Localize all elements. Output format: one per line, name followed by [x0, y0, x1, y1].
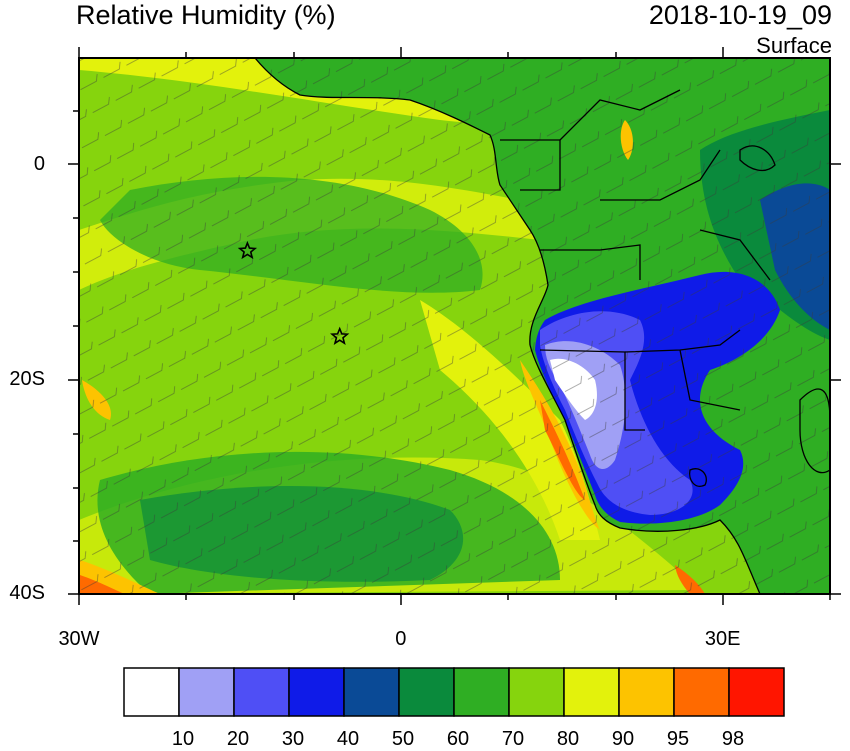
colorbar — [123, 667, 785, 717]
colorbar-label: 90 — [611, 728, 635, 750]
star-marker-icon — [330, 326, 350, 345]
colorbar-swatch — [618, 667, 675, 717]
colorbar-label: 95 — [666, 728, 690, 750]
colorbar-label: 10 — [171, 728, 195, 750]
humidity-field — [79, 58, 830, 594]
map-title: Relative Humidity (%) — [76, 0, 336, 30]
colorbar-label: 70 — [501, 728, 525, 750]
colorbar-swatch — [728, 667, 785, 717]
colorbar-swatch — [123, 667, 180, 717]
colorbar-swatch — [508, 667, 565, 717]
lon-tick-label: 0 — [395, 628, 407, 650]
colorbar-label: 20 — [226, 728, 250, 750]
colorbar-swatch — [453, 667, 510, 717]
lon-tick-label: 30E — [704, 628, 741, 650]
colorbar-label: 30 — [281, 728, 305, 750]
lat-tick-label: 0 — [33, 153, 45, 176]
colorbar-label: 60 — [446, 728, 470, 750]
colorbar-swatch — [288, 667, 345, 717]
colorbar-swatch — [563, 667, 620, 717]
level-label: Surface — [756, 33, 832, 58]
lat-tick-label: 20S — [9, 367, 45, 390]
colorbar-label: 98 — [721, 728, 745, 750]
colorbar-swatch — [398, 667, 455, 717]
colorbar-label: 50 — [391, 728, 415, 750]
colorbar-swatch — [178, 667, 235, 717]
colorbar-swatch — [233, 667, 290, 717]
colorbar-label: 40 — [336, 728, 360, 750]
station-markers — [237, 240, 350, 345]
lat-tick-label: 40S — [9, 582, 45, 604]
colorbar-swatch — [673, 667, 730, 717]
country-borders — [254, 58, 830, 594]
axis-ticks — [68, 47, 841, 605]
lon-tick-label: 30W — [58, 628, 100, 650]
star-marker-icon — [237, 240, 258, 260]
colorbar-label: 80 — [556, 728, 580, 750]
valid-time: 2018-10-19_09 — [648, 0, 832, 30]
colorbar-swatch — [343, 667, 400, 717]
